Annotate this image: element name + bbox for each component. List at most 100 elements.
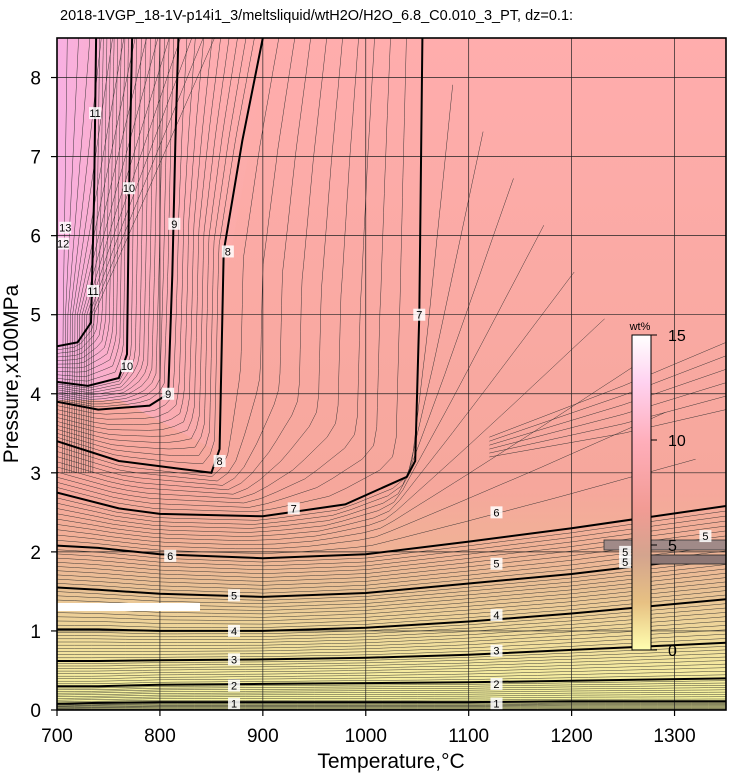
thin-contour-line xyxy=(57,689,726,696)
thin-contour-line xyxy=(57,656,726,672)
thin-contour-line xyxy=(57,38,122,373)
thin-contour-line xyxy=(57,629,726,652)
y-axis-label: Pressure,x100MPa xyxy=(0,284,23,463)
thin-contour-line xyxy=(57,38,147,393)
y-tick-label: 4 xyxy=(30,385,41,406)
contour-label: 12 xyxy=(57,237,69,251)
thin-contour-line xyxy=(57,707,726,709)
thin-contour-line xyxy=(57,520,726,571)
thin-contour-line xyxy=(57,616,726,643)
thin-contour-line xyxy=(57,38,230,443)
svg-text:2: 2 xyxy=(231,680,237,692)
thin-contour-line xyxy=(57,698,726,703)
thin-contour-line xyxy=(57,38,188,415)
thin-contour-line xyxy=(489,369,726,446)
thin-contour-line xyxy=(57,607,726,638)
svg-text:8: 8 xyxy=(225,246,231,258)
thin-contour-line xyxy=(57,590,726,625)
thin-contour-line xyxy=(57,633,726,655)
svg-text:8: 8 xyxy=(217,456,223,468)
contour-label: 4 xyxy=(228,624,241,638)
thin-contour-line xyxy=(57,671,726,682)
svg-text:5: 5 xyxy=(702,531,708,543)
thin-contour-line xyxy=(57,38,170,405)
contour-line-7 xyxy=(57,38,424,518)
y-axis: 0 1 2 3 4 5 6 7 8 xyxy=(30,69,57,722)
thin-contour-line xyxy=(57,653,726,669)
contour-label: 7 xyxy=(287,502,300,515)
thin-contour-line xyxy=(489,355,726,442)
thin-contour-line xyxy=(57,131,484,525)
x-tick-label: 1300 xyxy=(653,726,695,747)
svg-text:11: 11 xyxy=(87,286,98,298)
thin-contour-line xyxy=(57,38,327,491)
thin-contour-line xyxy=(57,694,726,699)
svg-text:7: 7 xyxy=(291,503,297,515)
thin-contour-line xyxy=(57,704,726,707)
y-tick-label: 6 xyxy=(30,227,41,248)
thin-contour-line xyxy=(57,620,726,646)
thin-contour-line xyxy=(57,680,726,689)
thin-contour-line xyxy=(57,225,544,533)
thin-contour-line xyxy=(57,550,726,594)
colorbar-bar xyxy=(631,334,652,651)
x-axis: 700 800 900 1000 1100 1200 1300 xyxy=(41,710,696,747)
thin-contour-line xyxy=(57,38,407,513)
thin-contour-line xyxy=(57,38,111,361)
svg-text:4: 4 xyxy=(231,626,237,638)
contour-label: 11 xyxy=(87,284,100,298)
colorbar: wt% 0 5 10 15 xyxy=(629,321,686,660)
thin-contour-line xyxy=(57,38,280,477)
thin-contour-line xyxy=(57,365,636,545)
contour-label: 1 xyxy=(490,697,503,710)
x-tick-label: 800 xyxy=(144,726,176,747)
svg-text:13: 13 xyxy=(59,223,71,235)
contour-line-5 xyxy=(57,554,726,598)
contour-line-4 xyxy=(57,598,726,632)
thin-contour-line xyxy=(57,38,108,358)
svg-text:11: 11 xyxy=(89,108,100,120)
thin-contour-line xyxy=(57,696,726,701)
thin-contour-line xyxy=(57,702,726,706)
x-tick-label: 1000 xyxy=(345,726,387,747)
thin-contour-line xyxy=(57,38,126,377)
thin-contour-line xyxy=(57,38,359,499)
thin-contour-line xyxy=(57,577,726,615)
svg-text:5: 5 xyxy=(493,559,499,571)
thin-contour-line xyxy=(57,581,726,618)
contour-label: 8 xyxy=(213,454,226,468)
contour-line-2 xyxy=(57,677,726,688)
chart-title: 2018-1VGP_18-1V-p14i1_3/meltsliquid/wtH2… xyxy=(60,8,573,24)
thin-contour-line xyxy=(489,342,726,438)
thin-contour-line xyxy=(57,38,104,354)
thin-contour-line xyxy=(57,649,726,667)
contour-label: 5 xyxy=(699,530,712,543)
contour-label: 3 xyxy=(490,644,503,658)
x-tick-label: 900 xyxy=(247,726,279,747)
svg-text:10: 10 xyxy=(121,361,133,373)
contour-label: 1 xyxy=(228,697,241,710)
contour-label: 9 xyxy=(168,217,181,231)
plot-frame xyxy=(56,37,727,711)
thin-contour-line xyxy=(57,594,726,628)
thin-contour-line xyxy=(57,412,666,550)
y-tick-label: 1 xyxy=(30,622,41,643)
thin-contour-line xyxy=(57,38,175,407)
thin-contour-line xyxy=(57,564,726,604)
contour-line-1 xyxy=(57,700,726,705)
thin-contour-line xyxy=(57,660,726,674)
thin-contour-line xyxy=(57,638,726,659)
thin-contour-line xyxy=(57,682,726,691)
thin-contour-lines xyxy=(57,38,726,710)
contour-line-11 xyxy=(57,38,98,348)
colorbar-tick-label: 10 xyxy=(668,433,686,450)
thin-contour-line xyxy=(57,38,138,389)
contour-label: 9 xyxy=(162,387,175,401)
contour-label: 13 xyxy=(59,221,71,235)
colorbar-tick-label: 0 xyxy=(668,643,677,660)
thin-contour-line xyxy=(57,38,255,465)
colorbar-tick-label: 15 xyxy=(668,328,686,345)
thin-contour-line xyxy=(489,382,726,450)
thin-contour-line xyxy=(57,271,575,537)
